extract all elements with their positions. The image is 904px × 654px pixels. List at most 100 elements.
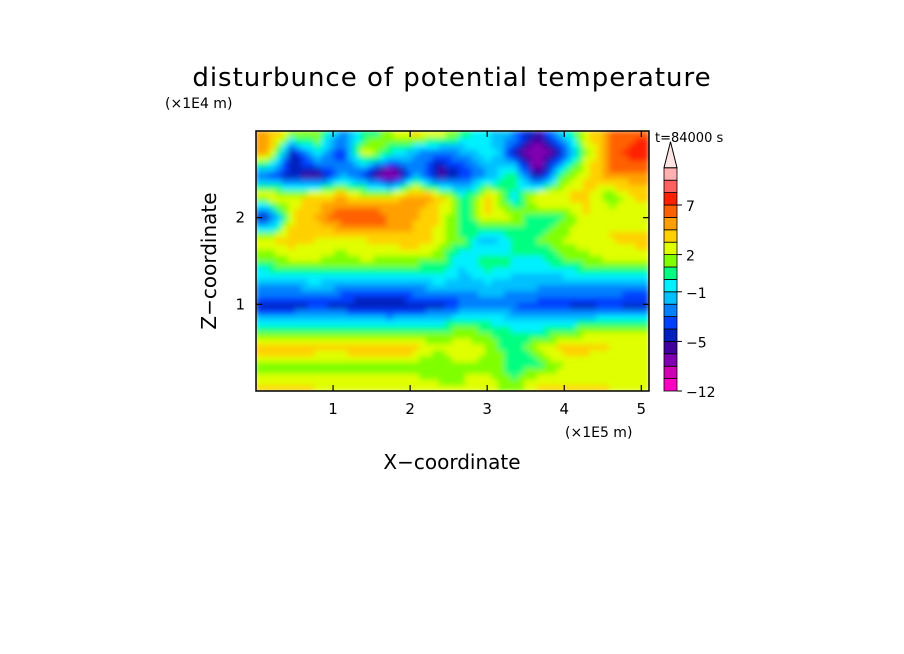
contour-cell xyxy=(517,372,526,380)
contour-cell xyxy=(360,254,368,262)
contour-cell xyxy=(465,354,473,363)
contour-cell xyxy=(268,230,277,238)
contour-cell xyxy=(451,278,460,286)
contour-cell xyxy=(550,201,558,209)
contour-cell xyxy=(419,337,427,345)
contour-cell xyxy=(275,278,283,286)
contour-cell xyxy=(504,242,513,250)
contour-cell xyxy=(373,354,382,363)
contour-cell xyxy=(471,248,480,256)
contour-cell xyxy=(556,201,565,209)
contour-cell xyxy=(419,313,427,321)
contour-cell xyxy=(602,307,611,315)
contour-cell xyxy=(281,242,290,250)
contour-cell xyxy=(347,183,355,191)
contour-cell xyxy=(563,325,571,333)
contour-cell xyxy=(537,159,545,168)
contour-cell xyxy=(320,213,329,221)
contour-cell xyxy=(334,325,342,333)
contour-cell xyxy=(334,278,342,286)
contour-cell xyxy=(628,177,637,185)
contour-cell xyxy=(320,366,329,374)
contour-cell xyxy=(471,313,480,321)
contour-cell xyxy=(288,260,296,268)
contour-cell xyxy=(294,272,303,280)
contour-cell xyxy=(288,171,296,179)
contour-cell xyxy=(517,189,526,197)
contour-cell xyxy=(491,148,499,156)
contour-cell xyxy=(556,136,565,144)
contour-cell xyxy=(523,142,532,150)
contour-cell xyxy=(596,136,604,144)
contour-cell xyxy=(301,177,309,185)
contour-cell xyxy=(379,260,388,268)
contour-cell xyxy=(275,307,283,315)
contour-cell xyxy=(615,337,624,345)
contour-cell xyxy=(569,213,578,221)
contour-cell xyxy=(445,284,454,292)
contour-cell xyxy=(569,189,578,197)
contour-cell xyxy=(596,165,604,173)
contour-cell xyxy=(419,272,427,280)
contour-cell xyxy=(340,360,349,368)
contour-cell xyxy=(373,159,382,168)
contour-cell xyxy=(314,207,323,215)
contour-cell xyxy=(320,266,329,274)
contour-cell xyxy=(517,278,526,286)
contour-cell xyxy=(294,319,303,327)
contour-cell xyxy=(432,337,440,345)
contour-cell xyxy=(622,177,630,185)
contour-cell xyxy=(347,278,355,286)
contour-cell xyxy=(425,343,434,351)
contour-cell xyxy=(353,295,362,303)
contour-cell xyxy=(491,266,499,274)
contour-cell xyxy=(406,349,414,357)
contour-cell xyxy=(419,354,427,363)
contour-cell xyxy=(386,236,395,244)
contour-cell xyxy=(510,213,519,221)
contour-cell xyxy=(635,142,644,150)
contour-cell xyxy=(353,131,362,138)
contour-cell xyxy=(307,372,316,380)
contour-cell xyxy=(465,272,473,280)
contour-cell xyxy=(569,307,578,315)
contour-cell xyxy=(582,384,591,391)
contour-cell xyxy=(412,349,421,357)
colorbar-segment xyxy=(663,328,678,342)
contour-cell xyxy=(635,325,644,333)
contour-cell xyxy=(622,195,630,203)
contour-cell xyxy=(543,177,552,185)
contour-cell xyxy=(628,136,637,144)
contour-cell xyxy=(360,195,368,203)
contour-cell xyxy=(334,337,342,345)
contour-cell xyxy=(582,325,591,333)
contour-cell xyxy=(314,278,323,286)
contour-cell xyxy=(301,142,309,150)
contour-cell xyxy=(609,295,617,303)
contour-cell xyxy=(320,224,329,233)
contour-cell xyxy=(392,301,401,309)
contour-cell xyxy=(399,224,408,233)
contour-cell xyxy=(563,278,571,286)
contour-cell xyxy=(320,171,329,179)
contour-cell xyxy=(451,289,460,298)
contour-cell xyxy=(307,131,316,138)
contour-cell xyxy=(465,266,473,274)
contour-cell xyxy=(256,378,264,386)
contour-cell xyxy=(432,325,440,333)
contour-cell xyxy=(373,183,382,191)
contour-cell xyxy=(399,242,408,250)
contour-cell xyxy=(602,266,611,274)
contour-cell xyxy=(556,131,565,138)
contour-cell xyxy=(275,313,283,321)
contour-cell xyxy=(602,189,611,197)
contour-cell xyxy=(628,189,637,197)
contour-cell xyxy=(556,248,565,256)
contour-cell xyxy=(301,366,309,374)
contour-cell xyxy=(484,272,493,280)
contour-cell xyxy=(641,177,649,185)
contour-cell xyxy=(523,366,532,374)
contour-cell xyxy=(622,337,630,345)
contour-cell xyxy=(386,195,395,203)
